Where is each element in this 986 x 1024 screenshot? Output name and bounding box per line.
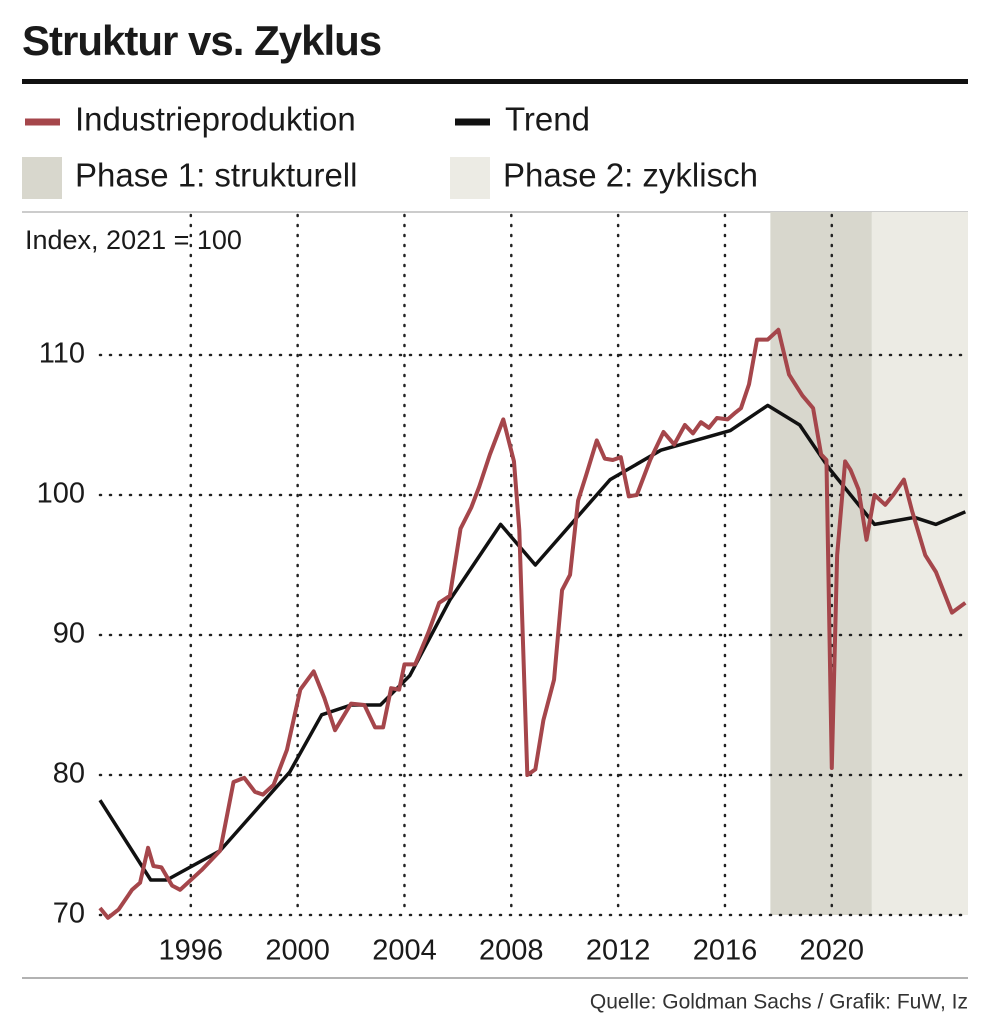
legend-swatch — [450, 157, 490, 199]
phase-band — [871, 212, 968, 915]
x-tick-label: 2000 — [265, 935, 330, 967]
x-tick-label: 2016 — [693, 935, 758, 967]
y-tick-label: 100 — [37, 478, 85, 510]
x-tick-label: 2020 — [800, 935, 865, 967]
x-tick-label: 1996 — [159, 935, 224, 967]
y-axis-label: Index, 2021 = 100 — [25, 225, 242, 255]
legend-label: Phase 2: zyklisch — [503, 157, 758, 194]
y-tick-label: 110 — [39, 338, 85, 370]
x-tick-label: 2004 — [372, 935, 437, 967]
y-tick-label: 90 — [53, 618, 85, 650]
title-rule — [22, 79, 968, 84]
phase-band — [770, 212, 872, 915]
x-tick-label: 2008 — [479, 935, 544, 967]
series-line — [98, 327, 967, 920]
legend-label: Phase 1: strukturell — [75, 157, 357, 194]
y-tick-label: 80 — [53, 758, 85, 790]
y-tick-label: 70 — [53, 898, 85, 930]
legend-label: Trend — [505, 101, 590, 138]
legend-swatch — [22, 157, 62, 199]
source: Quelle: Goldman Sachs / Grafik: FuW, Iz — [590, 991, 968, 1014]
x-tick-label: 2012 — [586, 935, 651, 967]
chart-title: Struktur vs. Zyklus — [22, 17, 381, 64]
legend-label: Industrieproduktion — [75, 101, 356, 138]
